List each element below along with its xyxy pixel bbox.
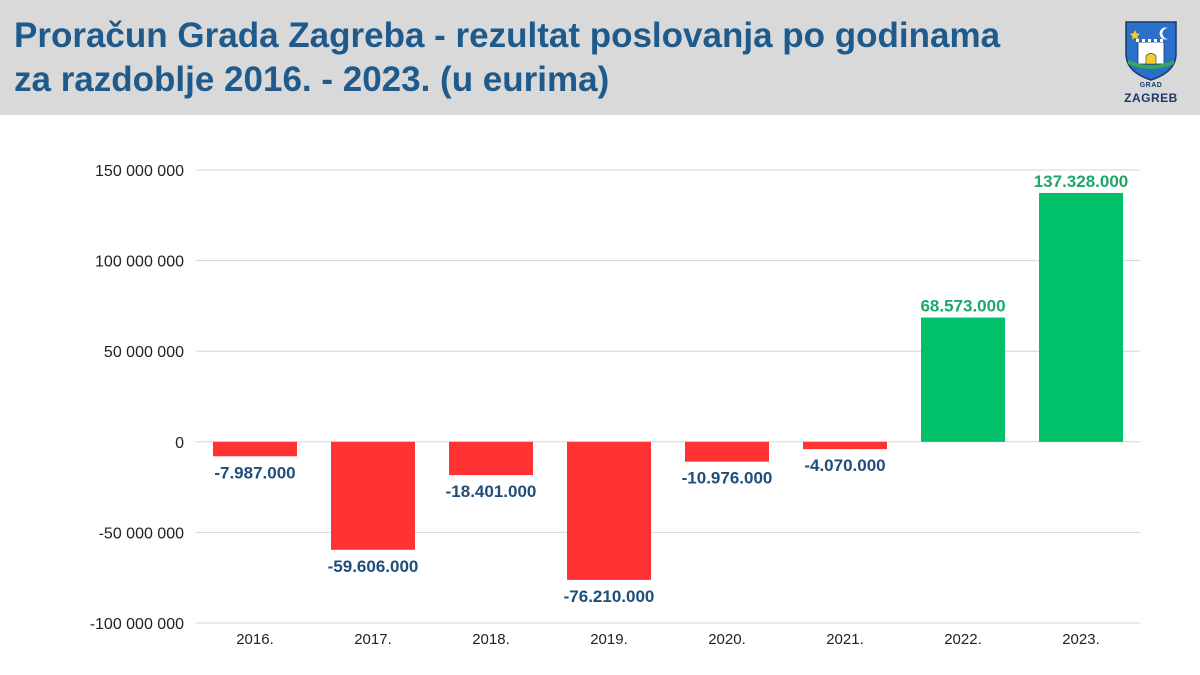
data-label: 68.573.000 — [920, 297, 1005, 316]
data-labels: -7.987.000 -59.606.000 -18.401.000 -76.210.… — [214, 172, 1128, 606]
logo-text-zagreb: ZAGREB — [1124, 91, 1178, 105]
bars — [213, 192, 1123, 580]
logo-text-grad: GRAD — [1139, 82, 1163, 89]
bar-2020 — [685, 441, 769, 462]
x-category-label: 2022. — [944, 631, 982, 648]
y-tick-label: 0 — [175, 435, 184, 452]
data-label: -59.606.000 — [328, 557, 419, 576]
y-tick-label: -50 000 000 — [99, 525, 185, 542]
x-category-label: 2021. — [826, 631, 864, 648]
x-category-label: 2016. — [236, 631, 274, 648]
bar-2019 — [567, 441, 651, 580]
data-label: -76.210.000 — [564, 587, 655, 606]
bar-2022 — [921, 317, 1005, 442]
header-bar: Proračun Grada Zagreba - rezultat poslov… — [0, 0, 1200, 115]
x-category-label: 2017. — [354, 631, 392, 648]
x-category-label: 2020. — [708, 631, 746, 648]
data-label: -10.976.000 — [682, 469, 773, 488]
x-axis-category-labels: 2016. 2017. 2018. 2019. 2020. 2021. 2022. 2023. — [236, 631, 1100, 648]
data-label: -4.070.000 — [804, 456, 885, 475]
data-label: 137.328.000 — [1034, 172, 1129, 191]
title-line-1: Proračun Grada Zagreba - rezultat poslov… — [14, 16, 1001, 55]
data-label: -18.401.000 — [446, 482, 537, 501]
coat-of-arms-icon — [1125, 21, 1177, 81]
y-axis-tick-labels: 150 000 000 100 000 000 50 000 000 0 -50 000… — [90, 163, 184, 633]
bar-2023 — [1039, 192, 1123, 442]
x-category-label: 2019. — [590, 631, 628, 648]
title-line-2: za razdoblje 2016. - 2023. (u eurima) — [14, 60, 610, 99]
x-category-label: 2018. — [472, 631, 510, 648]
bar-2018 — [449, 441, 533, 476]
x-category-label: 2023. — [1062, 631, 1100, 648]
y-tick-label: 50 000 000 — [104, 344, 184, 361]
y-tick-label: 100 000 000 — [95, 254, 184, 271]
zagreb-coat-of-arms-logo: GRAD ZAGREB — [1118, 20, 1184, 112]
y-tick-label: 150 000 000 — [95, 163, 184, 180]
data-label: -7.987.000 — [214, 463, 295, 482]
bar-2016 — [213, 441, 297, 457]
page-title: Proračun Grada Zagreba - rezultat poslov… — [14, 14, 1094, 102]
y-tick-label: -100 000 000 — [90, 616, 184, 633]
bar-2021 — [803, 441, 887, 450]
bar-2017 — [331, 441, 415, 550]
